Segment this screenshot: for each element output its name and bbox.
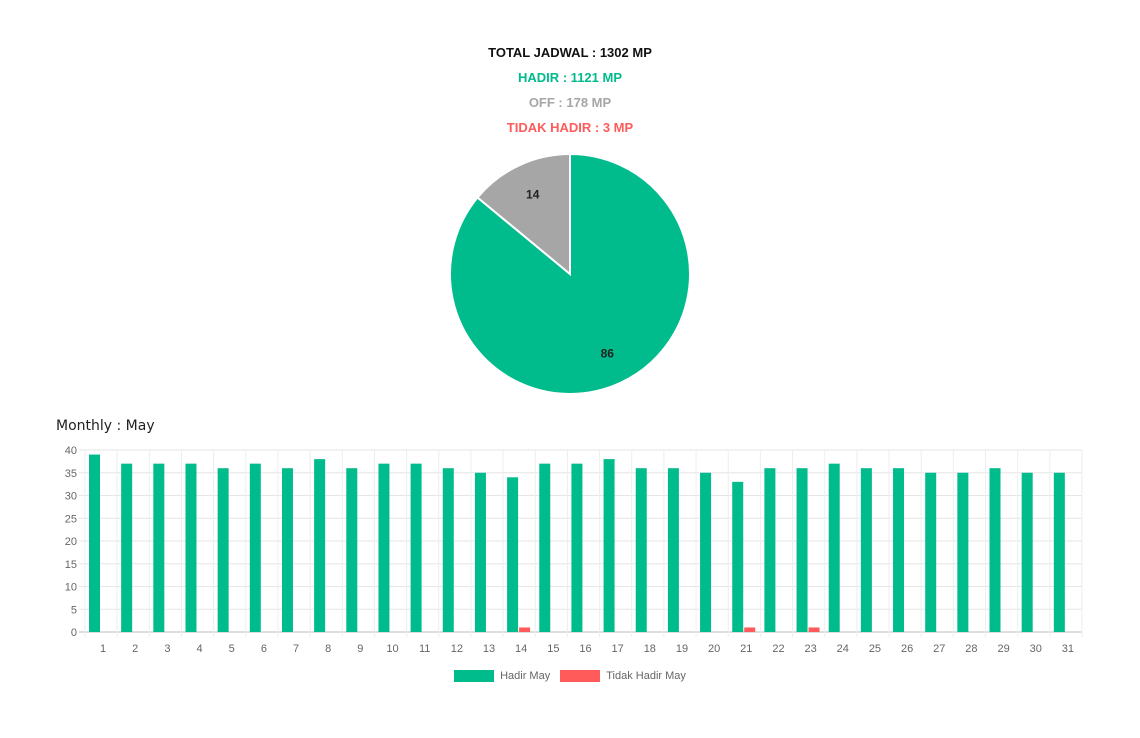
- bar-hadir[interactable]: [571, 463, 583, 632]
- bar-hadir[interactable]: [346, 468, 358, 632]
- x-tick-label: 16: [579, 643, 591, 655]
- hadir-label: HADIR : 1121 MP: [517, 70, 623, 85]
- bar-hadir[interactable]: [667, 468, 679, 632]
- bar-hadir[interactable]: [764, 468, 776, 632]
- bar-hadir[interactable]: [474, 472, 486, 632]
- bar-hadir[interactable]: [603, 459, 615, 632]
- bar-tidak-hadir[interactable]: [808, 627, 820, 632]
- bar-hadir[interactable]: [217, 468, 229, 632]
- bar-hadir[interactable]: [185, 463, 197, 632]
- y-tick-label: 20: [65, 536, 77, 548]
- bar-hadir[interactable]: [893, 468, 905, 632]
- x-tick-label: 8: [325, 643, 331, 655]
- bar-hadir[interactable]: [925, 472, 937, 632]
- bar-hadir[interactable]: [153, 463, 165, 632]
- bar-hadir[interactable]: [314, 459, 326, 632]
- y-tick-label: 10: [65, 582, 77, 594]
- x-tick-label: 7: [293, 643, 299, 655]
- pie-slice-label: 14: [526, 188, 540, 202]
- x-tick-label: 27: [933, 643, 945, 655]
- bar-tidak-hadir[interactable]: [744, 627, 756, 632]
- x-tick-label: 9: [357, 643, 363, 655]
- x-tick-label: 6: [261, 643, 267, 655]
- bar-hadir[interactable]: [249, 463, 261, 632]
- x-tick-label: 5: [229, 643, 235, 655]
- legend-swatch-hadir: [454, 670, 495, 682]
- bar-hadir[interactable]: [828, 463, 840, 632]
- x-tick-label: 22: [772, 643, 784, 655]
- bar-hadir[interactable]: [1021, 472, 1033, 632]
- x-tick-label: 19: [676, 643, 688, 655]
- bar-chart-title: Monthly : May: [56, 418, 155, 434]
- bar-chart-legend: Hadir May Tidak Hadir May: [0, 670, 1140, 682]
- x-tick-label: 17: [612, 643, 624, 655]
- x-tick-label: 14: [515, 643, 527, 655]
- x-tick-label: 1: [100, 643, 106, 655]
- pie-chart: 86 14: [449, 152, 691, 395]
- bar-hadir[interactable]: [635, 468, 647, 632]
- x-tick-label: 31: [1062, 643, 1074, 655]
- x-tick-label: 20: [708, 643, 720, 655]
- legend-item-tidak-hadir[interactable]: Tidak Hadir May: [560, 670, 686, 682]
- pie-slice-label: 86: [601, 346, 615, 360]
- bar-hadir[interactable]: [89, 454, 100, 632]
- x-tick-label: 13: [483, 643, 495, 655]
- x-tick-label: 3: [164, 643, 170, 655]
- legend-item-hadir[interactable]: Hadir May: [454, 670, 550, 682]
- bar-hadir[interactable]: [957, 472, 969, 632]
- y-tick-label: 15: [65, 559, 77, 571]
- x-tick-label: 4: [197, 643, 203, 655]
- y-tick-label: 25: [65, 513, 77, 525]
- bar-hadir[interactable]: [410, 463, 422, 632]
- bar-hadir[interactable]: [121, 463, 133, 632]
- x-tick-label: 25: [869, 643, 881, 655]
- bar-tidak-hadir[interactable]: [519, 627, 531, 632]
- bar-hadir[interactable]: [860, 468, 872, 632]
- legend-swatch-tidak-hadir: [560, 670, 601, 682]
- y-tick-label: 35: [65, 468, 77, 480]
- x-tick-label: 11: [419, 643, 430, 655]
- x-tick-label: 26: [901, 643, 913, 655]
- bar-hadir[interactable]: [1053, 472, 1065, 632]
- x-tick-label: 30: [1030, 643, 1042, 655]
- x-tick-label: 23: [805, 643, 817, 655]
- bar-hadir[interactable]: [507, 477, 519, 632]
- x-tick-label: 29: [997, 643, 1009, 655]
- bar-hadir[interactable]: [700, 472, 712, 632]
- off-label: OFF : 178 MP: [528, 95, 612, 110]
- bar-hadir[interactable]: [989, 468, 1001, 632]
- x-tick-label: 24: [837, 643, 849, 655]
- bar-hadir[interactable]: [539, 463, 551, 632]
- bar-hadir[interactable]: [796, 468, 808, 632]
- bar-hadir[interactable]: [281, 468, 293, 632]
- x-tick-label: 28: [965, 643, 977, 655]
- y-tick-label: 40: [65, 445, 77, 457]
- x-tick-label: 12: [451, 643, 463, 655]
- pie-slice-14[interactable]: [476, 152, 571, 277]
- tidak-hadir-label: TIDAK HADIR : 3 MP: [506, 120, 634, 135]
- x-tick-label: 18: [644, 643, 656, 655]
- y-tick-label: 0: [71, 627, 77, 639]
- legend-label-tidak-hadir: Tidak Hadir May: [606, 670, 686, 682]
- total-jadwal-label: TOTAL JADWAL : 1302 MP: [488, 45, 652, 60]
- bar-hadir[interactable]: [442, 468, 454, 632]
- x-tick-label: 15: [547, 643, 559, 655]
- y-tick-label: 5: [71, 604, 77, 616]
- x-tick-label: 10: [386, 643, 398, 655]
- x-tick-label: 2: [132, 643, 138, 655]
- bar-hadir[interactable]: [378, 463, 390, 632]
- bar-hadir[interactable]: [732, 481, 744, 632]
- y-tick-label: 30: [65, 491, 77, 503]
- legend-label-hadir: Hadir May: [500, 670, 551, 682]
- x-tick-label: 21: [740, 643, 752, 655]
